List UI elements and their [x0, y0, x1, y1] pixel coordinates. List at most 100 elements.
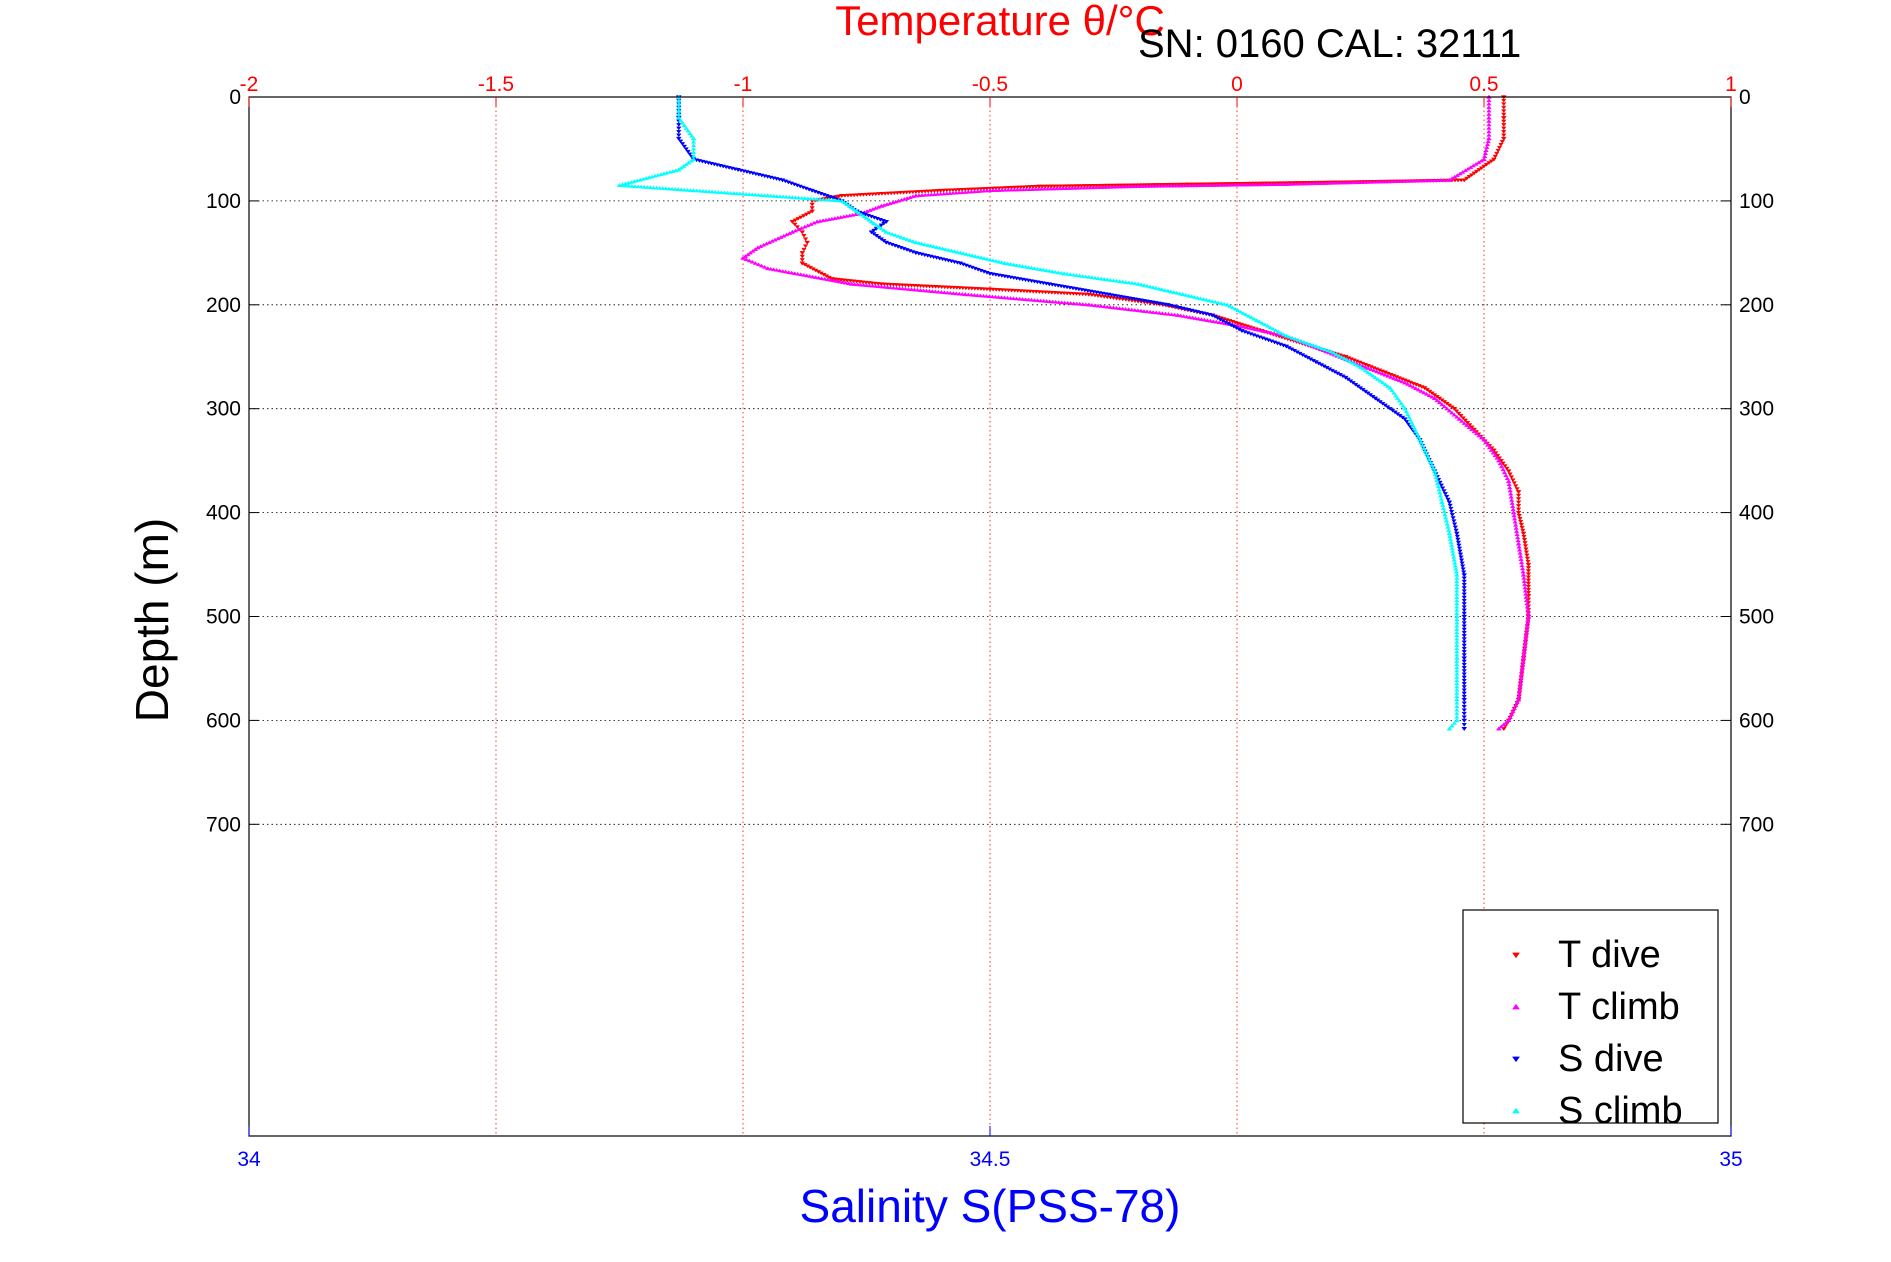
- data-point: [995, 295, 1002, 299]
- data-point: [992, 294, 999, 299]
- data-point: [1389, 179, 1395, 184]
- data-point: [898, 235, 904, 239]
- data-point: [1001, 295, 1008, 300]
- data-point: [1462, 418, 1469, 423]
- data-point: [1138, 282, 1144, 287]
- data-point: [737, 191, 743, 196]
- data-point: [1086, 274, 1092, 279]
- data-point: [890, 285, 897, 290]
- data-point: [1443, 518, 1450, 523]
- data-point: [677, 139, 684, 144]
- data-point: [1262, 322, 1268, 327]
- data-point: [996, 188, 1002, 192]
- data-point: [1504, 476, 1510, 481]
- data-point: [962, 292, 969, 297]
- data-point: [1501, 133, 1507, 138]
- data-point: [1468, 427, 1475, 432]
- data-point: [804, 240, 811, 245]
- data-point: [1501, 109, 1507, 114]
- data-point: [1514, 487, 1520, 492]
- data-point: [1083, 274, 1089, 279]
- data-point: [752, 261, 759, 265]
- data-point: [1512, 522, 1519, 527]
- data-point: [1516, 694, 1522, 698]
- data-point: [1512, 519, 1518, 524]
- data-point: [1525, 566, 1532, 570]
- data-point: [1116, 279, 1123, 283]
- x-axis-bottom-label: Salinity S(PSS-78): [800, 1180, 1181, 1232]
- data-point: [1423, 451, 1430, 456]
- data-point: [1501, 470, 1508, 475]
- data-point: [875, 284, 882, 289]
- data-point: [1394, 396, 1401, 400]
- data-point: [1404, 420, 1410, 424]
- data-point: [1295, 337, 1301, 342]
- data-point: [819, 276, 825, 281]
- data-point: [1492, 154, 1498, 159]
- data-point: [1307, 342, 1313, 346]
- data-point: [1101, 304, 1107, 309]
- data-point: [1156, 310, 1163, 315]
- data-point: [810, 274, 816, 279]
- data-point: [1452, 174, 1458, 179]
- data-point: [1102, 185, 1108, 189]
- data-point: [870, 207, 876, 211]
- data-point: [904, 237, 910, 241]
- data-point: [1448, 509, 1455, 514]
- data-point: [966, 252, 972, 257]
- data-point: [1144, 283, 1150, 288]
- data-point: [1249, 326, 1256, 331]
- data-point: [694, 188, 700, 193]
- data-point: [811, 220, 817, 225]
- data-point: [792, 195, 799, 200]
- data-point: [745, 252, 751, 257]
- data-point: [774, 194, 780, 198]
- data-point: [1365, 180, 1371, 184]
- data-point: [830, 278, 837, 283]
- data-point: [902, 286, 909, 291]
- tick-label-depth-right: 700: [1739, 813, 1774, 836]
- data-point: [675, 167, 682, 172]
- data-point: [1421, 446, 1427, 450]
- data-point: [700, 188, 706, 193]
- data-point: [1398, 179, 1404, 183]
- data-point: [1292, 181, 1299, 186]
- data-point: [706, 189, 712, 194]
- data-point: [1523, 636, 1529, 641]
- data-point: [792, 271, 798, 276]
- data-point: [895, 198, 902, 203]
- data-point: [1031, 298, 1038, 302]
- data-point: [858, 212, 865, 217]
- data-point: [616, 182, 623, 188]
- data-point: [1481, 156, 1487, 162]
- data-point: [1341, 356, 1348, 361]
- data-point: [832, 198, 839, 203]
- data-point: [1485, 442, 1491, 447]
- data-point: [901, 236, 907, 240]
- data-point: [1501, 119, 1507, 124]
- data-point: [1522, 643, 1528, 647]
- data-point: [1162, 288, 1168, 292]
- data-point: [1197, 296, 1204, 301]
- data-point: [1002, 187, 1008, 192]
- data-point: [1325, 181, 1332, 185]
- data-point: [1449, 176, 1455, 181]
- data-point: [1447, 503, 1453, 508]
- data-point: [1237, 309, 1244, 314]
- data-point: [1046, 268, 1052, 273]
- data-point: [1494, 455, 1500, 460]
- data-point: [1442, 512, 1448, 517]
- legend-marker: [1512, 1056, 1520, 1063]
- data-point: [1043, 268, 1050, 273]
- data-point: [1301, 340, 1307, 344]
- data-point: [1075, 185, 1081, 190]
- data-point: [1434, 398, 1440, 402]
- data-point: [1522, 588, 1529, 593]
- data-point: [1370, 373, 1376, 378]
- data-point: [854, 282, 861, 287]
- data-point: [1038, 186, 1045, 191]
- data-point: [1283, 333, 1290, 338]
- data-point: [1447, 534, 1453, 538]
- data-point: [1461, 589, 1467, 594]
- data-point: [1153, 285, 1159, 290]
